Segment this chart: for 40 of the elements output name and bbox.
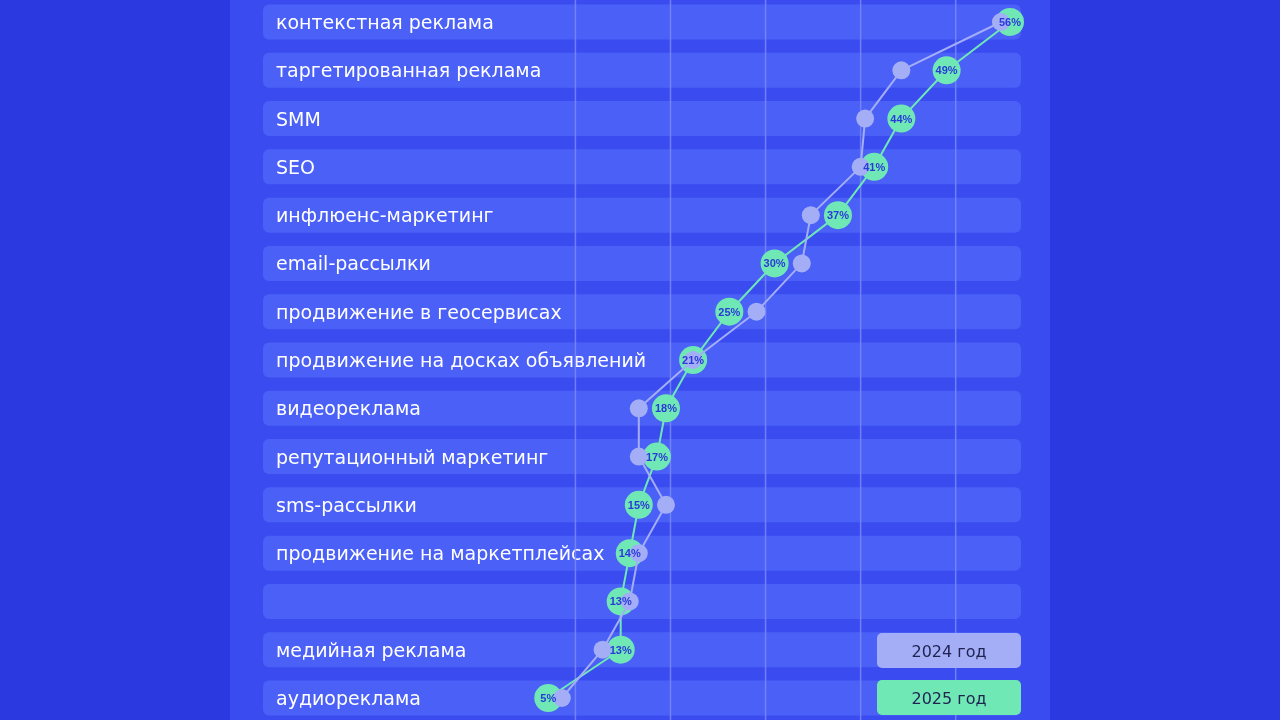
data-label: 14% (618, 547, 641, 560)
data-label: 41% (863, 160, 886, 173)
data-label: 13% (609, 643, 632, 656)
data-label: 49% (935, 64, 958, 77)
point (801, 206, 820, 225)
data-label: 13% (609, 595, 632, 608)
point (792, 254, 811, 273)
data-label: 5% (540, 692, 557, 704)
data-label: 21% (682, 354, 705, 366)
point (593, 640, 612, 659)
point (629, 447, 648, 466)
y-tick-label: sms-рассылки (276, 493, 417, 516)
y-tick-label: продвижение в геосервисах (276, 300, 562, 323)
y-tick-label: продвижение на маркетплейсах (276, 542, 605, 565)
point (856, 109, 875, 128)
text: 2024 год (911, 641, 987, 661)
y-tick-label: контекстная реклама (276, 11, 494, 33)
point (747, 302, 766, 321)
y-tick-label: репутационный маркетинг (276, 445, 549, 468)
y-tick-label: видеореклама (276, 397, 421, 420)
y-tick-label: SMM (276, 107, 321, 130)
data-label: 56% (998, 16, 1022, 28)
y-tick-label: таргетированная реклама (276, 59, 542, 82)
y-tick-label: продвижение на досках объявлений (276, 349, 647, 371)
data-label: 25% (718, 305, 741, 318)
data-label: 15% (627, 498, 651, 511)
point (892, 61, 911, 80)
y-tick-label: аудиореклама (276, 687, 421, 709)
point (656, 495, 675, 514)
data-label: 44% (890, 112, 913, 125)
text: 2025 год (911, 688, 987, 708)
y-tick-label: email-рассылки (276, 252, 431, 275)
y-tick-label: медийная реклама (276, 638, 467, 661)
y-tick-label: SEO (276, 155, 316, 178)
y-tick-label: инфлюенс-маркетинг (276, 204, 494, 227)
data-label: 17% (645, 450, 669, 463)
data-label: 18% (654, 402, 678, 415)
point (629, 399, 648, 418)
data-label: 30% (763, 257, 786, 270)
data-label: 37% (826, 209, 850, 222)
